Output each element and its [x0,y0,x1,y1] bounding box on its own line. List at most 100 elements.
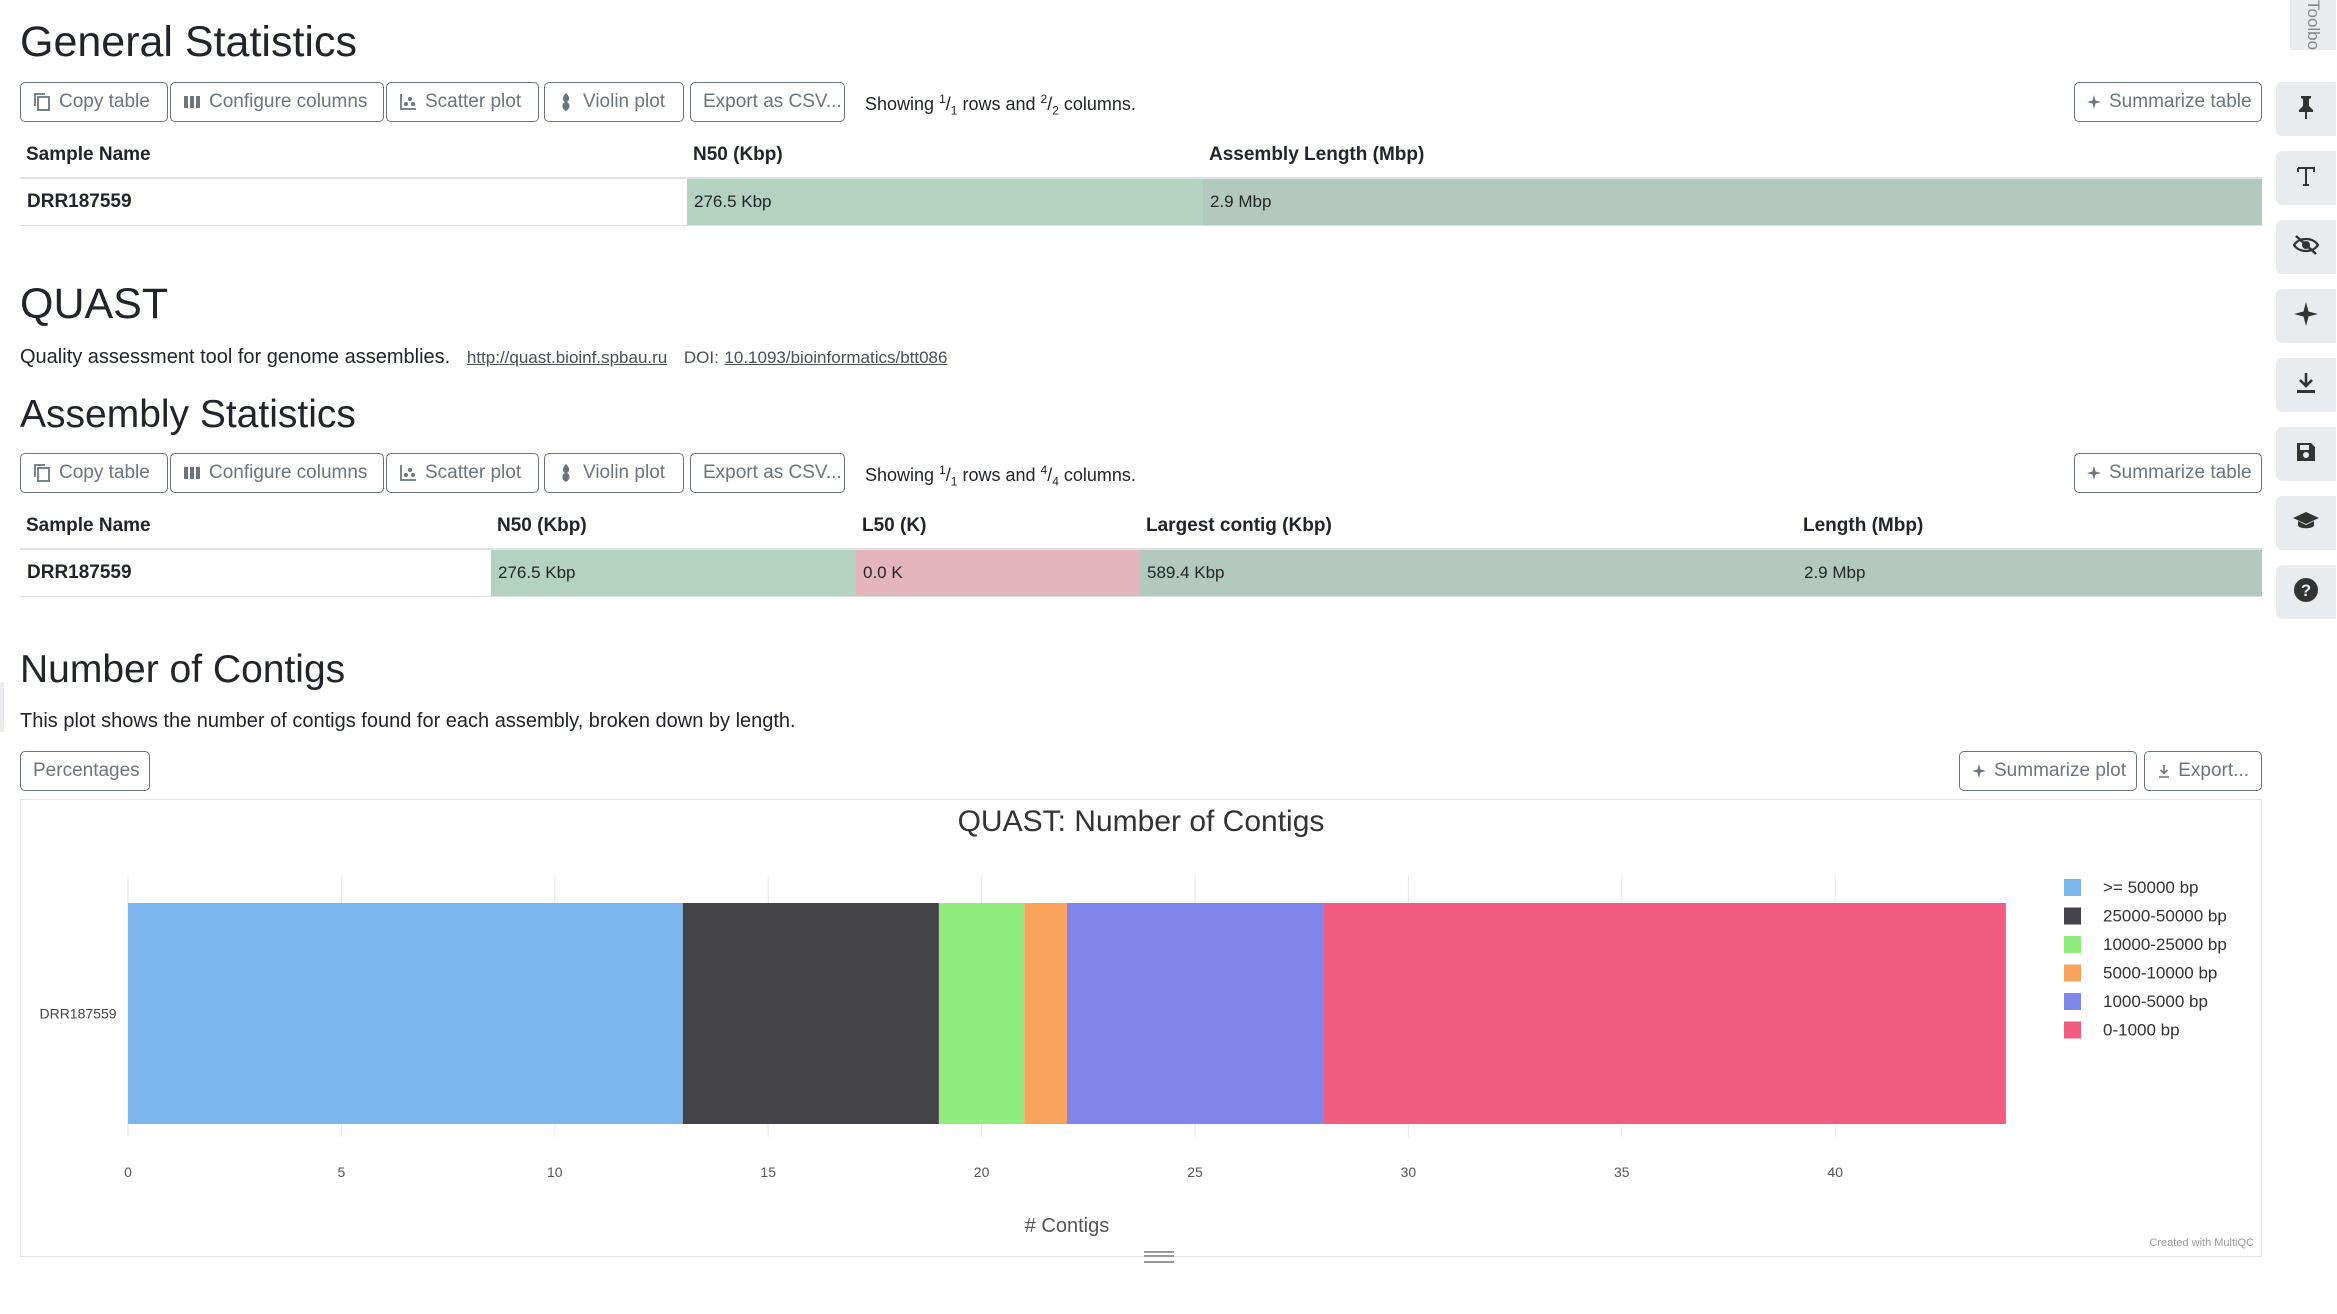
quast-title: QUAST [20,280,169,328]
col-assembly-length[interactable]: Assembly Length (Mbp) [1203,133,2262,179]
tutorial-button[interactable] [2276,496,2336,550]
assembly-length-cell: 2.9 Mbp [1203,178,2262,226]
summarize-table-button[interactable]: Summarize table [2074,453,2262,493]
legend-swatch [2064,1021,2081,1039]
toolbox-tab[interactable]: Toolbox [2290,0,2336,50]
percentages-label: Percentages [33,760,140,781]
summarize-table-label: Summarize table [2109,91,2252,112]
length-cell: 2.9 Mbp [1797,549,2262,597]
summarize-plot-label: Summarize plot [1994,760,2126,781]
table-header-row: Sample Name N50 (Kbp) Assembly Length (M… [20,133,2262,179]
violin-plot-label: Violin plot [583,462,666,483]
scatter-plot-button[interactable]: Scatter plot [386,453,539,493]
col-sample-name[interactable]: Sample Name [20,504,491,550]
legend-swatch [2064,907,2081,925]
scatter-plot-label: Scatter plot [425,91,522,112]
l50-cell: 0.0 K [856,549,1140,597]
showing-mid: rows and [957,465,1041,485]
resize-handle[interactable] [1144,1251,1174,1263]
assembly-stats-toolbar: Copy table Configure columns Scatter plo… [20,453,2262,495]
table-header-row: Sample Name N50 (Kbp) L50 (K) Largest co… [20,504,2262,550]
sparkle-icon [1972,761,1986,781]
toolbox-sidebar: Toolbox ? [2272,0,2337,1314]
x-tick-label: 25 [1187,1164,1203,1180]
highlight-button[interactable] [2276,82,2336,136]
copy-table-button[interactable]: Copy table [20,82,168,122]
violin-plot-button[interactable]: Violin plot [544,453,684,493]
percentages-button[interactable]: Percentages [20,751,150,791]
sparkle-icon [2293,301,2319,332]
contigs-plot[interactable]: QUAST: Number of Contigs 0 5 10 15 20 25 30 35 40… [20,799,2262,1257]
contigs-description: This plot shows the number of contigs fo… [20,710,796,732]
legend-label: 0-1000 bp [2103,1021,2180,1040]
copy-table-button[interactable]: Copy table [20,453,168,493]
configure-columns-button[interactable]: Configure columns [170,82,384,122]
export-csv-button[interactable]: Export as CSV... [690,82,845,122]
scatter-icon [399,463,417,483]
export-csv-button[interactable]: Export as CSV... [690,453,845,493]
general-stats-toolbar: Copy table Configure columns Scatter plo… [20,82,2262,124]
download-icon [2157,761,2170,781]
col-sample-name[interactable]: Sample Name [20,133,687,179]
bar-segment [938,903,1025,1124]
table-row: DRR187559 276.5 Kbp 0.0 K 589.4 Kbp 2.9 … [20,549,2262,597]
export-plot-button[interactable]: Export... [2144,751,2262,791]
quast-url-link[interactable]: http://quast.bioinf.spbau.ru [466,348,668,367]
copy-table-label: Copy table [59,91,150,112]
col-n50[interactable]: N50 (Kbp) [687,133,1203,179]
ai-button[interactable] [2276,289,2336,343]
rename-button[interactable] [2276,151,2336,205]
bar-segment [682,903,939,1124]
contigs-title: Number of Contigs [20,648,346,691]
col-n50[interactable]: N50 (Kbp) [491,504,856,550]
bar-segment [1066,903,1324,1124]
x-axis-label: # Contigs [1025,1215,1110,1237]
x-tick-label: 15 [760,1164,776,1180]
summarize-table-button[interactable]: Summarize table [2074,82,2262,122]
showing-prefix: Showing [865,94,940,114]
copy-table-label: Copy table [59,462,150,483]
left-edge-tab[interactable] [0,682,4,732]
assembly-stats-title: Assembly Statistics [20,393,356,436]
export-button[interactable] [2276,358,2336,412]
rows-total: 1 [950,103,958,118]
general-stats-table: Sample Name N50 (Kbp) Assembly Length (M… [20,133,2262,226]
y-category-label: DRR187559 [39,1006,116,1022]
assembly-stats-table: Sample Name N50 (Kbp) L50 (K) Largest co… [20,504,2262,597]
download-icon [2295,371,2317,400]
cols-shown: 2 [1040,92,1048,106]
save-settings-button[interactable] [2276,427,2336,481]
showing-mid: rows and [957,94,1041,114]
col-length[interactable]: Length (Mbp) [1797,504,2262,550]
copy-icon [33,92,51,112]
violin-icon [557,463,575,483]
columns-icon [183,92,201,112]
summarize-plot-button[interactable]: Summarize plot [1959,751,2137,791]
contigs-chart: QUAST: Number of Contigs 0 5 10 15 20 25 30 35 40… [39,805,2254,1249]
cols-total: 4 [1052,474,1059,489]
col-largest-contig[interactable]: Largest contig (Kbp) [1140,504,1797,550]
scatter-plot-label: Scatter plot [425,462,522,483]
general-stats-title: General Statistics [20,18,357,66]
help-icon: ? [2293,577,2319,608]
svg-text:?: ? [2301,581,2311,600]
col-l50[interactable]: L50 (K) [856,504,1140,550]
columns-icon [183,463,201,483]
showing-suffix: columns. [1058,94,1136,114]
legend-swatch [2064,936,2081,953]
sparkle-icon [2087,463,2101,483]
doi-link[interactable]: 10.1093/bioinformatics/btt086 [724,348,948,367]
largest-contig-cell: 589.4 Kbp [1140,549,1797,597]
rows-total: 1 [950,474,958,489]
scatter-plot-button[interactable]: Scatter plot [386,82,539,122]
rows-shown: 1 [939,463,946,477]
bar-segment [1024,903,1067,1124]
bar-segment [1323,903,2006,1124]
help-button[interactable]: ? [2276,565,2336,619]
violin-plot-label: Violin plot [583,91,666,112]
cols-shown: 4 [1040,463,1048,477]
configure-columns-button[interactable]: Configure columns [170,453,384,493]
showing-suffix: columns. [1058,465,1136,485]
violin-plot-button[interactable]: Violin plot [544,82,684,122]
hide-samples-button[interactable] [2276,220,2336,274]
